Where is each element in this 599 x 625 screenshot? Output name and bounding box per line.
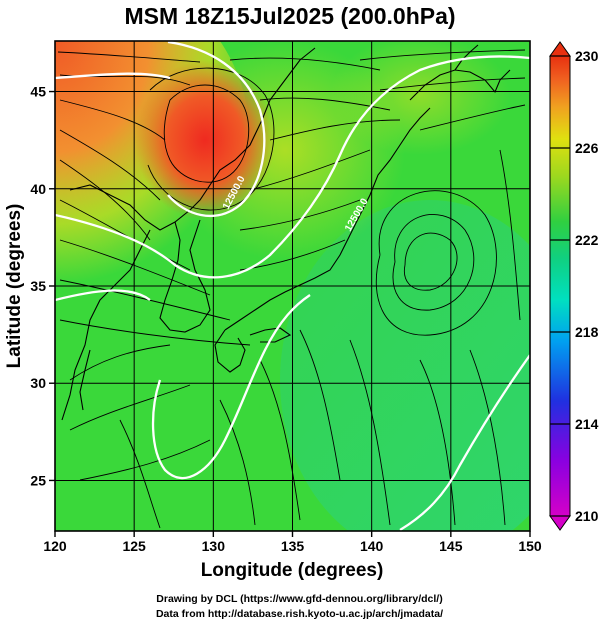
cyclone-loop bbox=[392, 214, 475, 311]
streamline bbox=[249, 149, 371, 191]
streamline bbox=[59, 279, 231, 321]
streamline bbox=[79, 439, 211, 481]
streamline bbox=[299, 329, 341, 481]
x-tick-label: 120 bbox=[43, 538, 67, 554]
streamline bbox=[69, 344, 171, 381]
contour-line bbox=[151, 294, 311, 480]
contour-high-center bbox=[167, 41, 266, 218]
streamline bbox=[359, 49, 526, 61]
shikoku-coast bbox=[249, 327, 292, 343]
colorbar-max-arrow bbox=[549, 41, 571, 57]
contour-line bbox=[55, 55, 530, 279]
y-tick-label: 25 bbox=[30, 472, 46, 488]
streamline bbox=[419, 104, 526, 131]
streamline bbox=[259, 97, 391, 111]
colorbar-tick-label: 230 bbox=[575, 48, 599, 64]
streamline bbox=[269, 119, 401, 141]
x-tick-label: 140 bbox=[360, 538, 384, 554]
x-tick-label: 145 bbox=[439, 538, 463, 554]
anticyclone-loop bbox=[163, 84, 250, 183]
streamline bbox=[59, 239, 211, 296]
y-tick-label: 30 bbox=[30, 375, 46, 391]
colorbar-tick-label: 210 bbox=[575, 508, 599, 524]
contour-line bbox=[55, 289, 151, 302]
southeast-cool-area bbox=[280, 200, 530, 531]
cyclone-loop bbox=[375, 190, 497, 336]
colorbar-tick-label: 226 bbox=[575, 140, 599, 156]
y-tick-label: 40 bbox=[30, 181, 46, 197]
anticyclone-loop bbox=[147, 67, 275, 211]
taiwan-coast bbox=[79, 349, 91, 411]
x-tick-label: 130 bbox=[202, 538, 226, 554]
colorbar-bar bbox=[549, 55, 571, 517]
streamline bbox=[349, 339, 391, 526]
contour-lines bbox=[55, 41, 530, 531]
streamline bbox=[59, 319, 251, 346]
hokkaido-coast bbox=[409, 69, 511, 101]
x-tick-label: 150 bbox=[518, 538, 542, 554]
x-tick-label: 125 bbox=[122, 538, 146, 554]
streamline bbox=[57, 51, 201, 63]
credit-data: Data from http://database.rish.kyoto-u.a… bbox=[155, 608, 444, 620]
streamline bbox=[229, 57, 381, 71]
plot-area: 12500.0 12500.0 bbox=[55, 41, 530, 531]
streamline bbox=[59, 99, 166, 141]
coastlines bbox=[61, 44, 511, 421]
streamlines bbox=[57, 49, 526, 529]
cyclone-loop bbox=[403, 232, 458, 291]
x-tick-label: 135 bbox=[281, 538, 305, 554]
colorbar: 210 214 218 222 226 230 bbox=[549, 41, 599, 531]
china-coast bbox=[61, 229, 151, 421]
colorbar-tick-label: 218 bbox=[575, 324, 599, 340]
honshu-coast bbox=[224, 107, 431, 331]
streamline bbox=[469, 349, 506, 526]
y-axis-label: Latitude (degrees) bbox=[4, 204, 25, 369]
x-axis-label: Longitude (degrees) bbox=[201, 560, 384, 581]
y-tick-label: 35 bbox=[30, 278, 46, 294]
kyushu-coast bbox=[214, 329, 246, 373]
colorbar-min-arrow bbox=[549, 515, 571, 531]
streamline bbox=[119, 419, 161, 529]
credit-drawing: Drawing by DCL (https://www.gfd-dennou.o… bbox=[156, 593, 443, 605]
streamline bbox=[59, 159, 151, 241]
streamline bbox=[379, 77, 526, 91]
streamline bbox=[239, 199, 361, 231]
streamline bbox=[259, 359, 301, 521]
colorbar-ticks: 210 214 218 222 226 230 bbox=[550, 48, 599, 524]
y-tick-label: 45 bbox=[30, 84, 46, 100]
continent-coast bbox=[69, 47, 316, 231]
sakhalin-coast bbox=[454, 44, 479, 71]
streamline bbox=[419, 359, 456, 526]
streamline bbox=[59, 129, 161, 201]
streamline bbox=[219, 399, 256, 526]
y-axis-ticks: 25 30 35 40 45 bbox=[30, 84, 55, 488]
streamline bbox=[499, 149, 521, 321]
streamline bbox=[69, 384, 191, 431]
colorbar-tick-label: 214 bbox=[575, 416, 599, 432]
colorbar-tick-label: 222 bbox=[575, 232, 599, 248]
chart-title: MSM 18Z15Jul2025 (200.0hPa) bbox=[124, 3, 455, 29]
contour-line bbox=[55, 72, 171, 80]
northeast-warm-band bbox=[330, 41, 510, 155]
x-axis-ticks: 120 125 130 135 140 145 150 bbox=[43, 531, 542, 554]
contour-line bbox=[399, 354, 530, 531]
